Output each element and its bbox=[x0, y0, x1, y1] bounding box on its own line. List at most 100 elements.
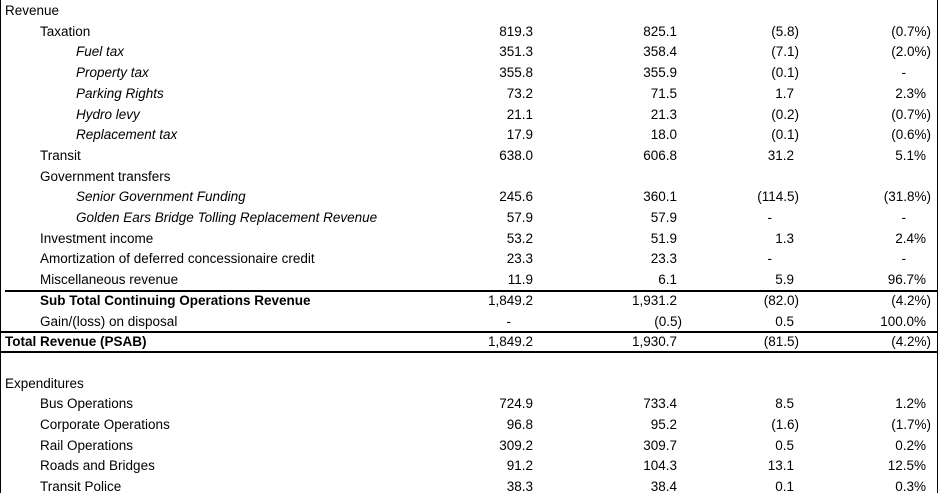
row-label: Rail Operations bbox=[40, 437, 134, 453]
row-label: Corporate Operations bbox=[40, 417, 170, 432]
cell-value: 355.9 bbox=[643, 65, 677, 81]
row-label: Sub Total Continuing Operations Revenue bbox=[40, 292, 311, 308]
cell-value: 38.3 bbox=[506, 479, 533, 493]
cell-value: 309.7 bbox=[643, 437, 677, 453]
total-rule bbox=[0, 331, 937, 334]
table-row: Expenditures bbox=[0, 374, 937, 394]
cell-value: (1.7%) bbox=[891, 417, 931, 432]
cell-value: 2.3% bbox=[895, 85, 926, 101]
row-label: Bus Operations bbox=[40, 396, 134, 412]
row-label: Senior Government Funding bbox=[76, 189, 246, 205]
cell-value: 23.3 bbox=[506, 251, 533, 267]
table-row: Property tax 355.8 355.9 (0.1) - bbox=[0, 63, 937, 83]
cell-value: 351.3 bbox=[499, 44, 533, 60]
cell-value: (0.6%) bbox=[891, 127, 931, 143]
row-label: Gain/(loss) on disposal bbox=[40, 313, 178, 329]
table-row: Fuel tax 351.3 358.4 (7.1) (2.0%) bbox=[0, 42, 937, 62]
row-label: Taxation bbox=[40, 23, 91, 39]
cell-value: 1,931.2 bbox=[631, 292, 677, 308]
cell-value: 17.9 bbox=[506, 127, 533, 143]
cell-value: 71.5 bbox=[650, 85, 677, 101]
row-label: Miscellaneous revenue bbox=[40, 272, 179, 288]
cell-value: 355.8 bbox=[499, 65, 533, 81]
row-label: Property tax bbox=[76, 65, 149, 81]
cell-value: (2.0%) bbox=[891, 44, 931, 60]
cell-value: 733.4 bbox=[643, 396, 677, 412]
cell-value: (0.7%) bbox=[891, 106, 931, 122]
cell-value: 0.5 bbox=[775, 313, 794, 329]
table-row: Rail Operations 309.2 309.7 0.5 0.2% bbox=[0, 436, 937, 456]
cell-value: (5.8) bbox=[771, 23, 799, 39]
table-row: Amortization of deferred concessionaire … bbox=[0, 249, 937, 269]
row-label: Transit bbox=[40, 147, 81, 163]
row-label: Revenue bbox=[5, 3, 60, 18]
row-label: Expenditures bbox=[5, 375, 84, 391]
cell-value: 0.1 bbox=[775, 479, 794, 493]
cell-value: 57.9 bbox=[650, 210, 677, 225]
cell-value: 31.2 bbox=[767, 147, 794, 163]
table-row: Taxation 819.3 825.1 (5.8) (0.7%) bbox=[0, 22, 937, 42]
subtotal-rule bbox=[5, 289, 937, 292]
table-row: Transit Police 38.3 38.4 0.1 0.3% bbox=[0, 477, 937, 493]
row-label: Hydro levy bbox=[76, 106, 140, 122]
cell-value: (31.8%) bbox=[883, 189, 931, 205]
cell-value: 38.4 bbox=[650, 479, 677, 493]
table-row: Golden Ears Bridge Tolling Replacement R… bbox=[0, 208, 937, 228]
left-border bbox=[0, 0, 1, 493]
cell-value: 606.8 bbox=[643, 147, 677, 163]
table-row: Sub Total Continuing Operations Revenue 1… bbox=[0, 289, 937, 311]
total-rule bbox=[0, 351, 937, 354]
row-label: Replacement tax bbox=[76, 127, 178, 143]
row-label: Investment income bbox=[40, 230, 154, 246]
cell-value: 18.0 bbox=[650, 127, 677, 143]
cell-value: 23.3 bbox=[650, 251, 677, 267]
row-label: Roads and Bridges bbox=[40, 458, 155, 474]
cell-value: - bbox=[901, 251, 907, 267]
cell-value: 21.1 bbox=[506, 106, 533, 122]
cell-value: 11.9 bbox=[507, 272, 533, 288]
table-row: Replacement tax 17.9 18.0 (0.1) (0.6%) bbox=[0, 125, 937, 145]
cell-value: 1,849.2 bbox=[487, 334, 533, 350]
table-row: Government transfers bbox=[0, 167, 937, 187]
cell-value: - bbox=[767, 210, 773, 225]
row-label: Golden Ears Bridge Tolling Replacement R… bbox=[76, 210, 378, 225]
cell-value: 1,930.7 bbox=[631, 334, 677, 350]
table-row: Transit 638.0 606.8 31.2 5.1% bbox=[0, 146, 937, 166]
cell-value: 57.9 bbox=[506, 210, 533, 225]
cell-value: (7.1) bbox=[771, 44, 799, 60]
cell-value: 245.6 bbox=[499, 189, 533, 205]
cell-value: 819.3 bbox=[499, 23, 533, 39]
cell-value: 8.5 bbox=[775, 396, 794, 412]
cell-value: 5.9 bbox=[775, 272, 794, 288]
cell-value: 2.4% bbox=[895, 230, 926, 246]
table-row: Miscellaneous revenue 11.9 6.1 5.9 96.7% bbox=[0, 270, 937, 290]
cell-value: 1.7 bbox=[775, 85, 794, 101]
cell-value: 51.9 bbox=[650, 230, 677, 246]
table-row: Hydro levy 21.1 21.3 (0.2) (0.7%) bbox=[0, 105, 937, 125]
row-label: Fuel tax bbox=[76, 44, 125, 60]
table-row: Parking Rights 73.2 71.5 1.7 2.3% bbox=[0, 84, 937, 104]
cell-value: 638.0 bbox=[499, 147, 533, 163]
cell-value: 309.2 bbox=[499, 437, 533, 453]
cell-value: (4.2%) bbox=[891, 334, 931, 350]
table-row: Total Revenue (PSAB) 1,849.2 1,930.7 (81.5)… bbox=[0, 331, 937, 354]
cell-value: 95.2 bbox=[650, 417, 677, 432]
cell-value: 724.9 bbox=[499, 396, 533, 412]
cell-value: 360.1 bbox=[643, 189, 677, 205]
cell-value: (0.1) bbox=[771, 65, 799, 81]
cell-value: (81.5) bbox=[763, 334, 799, 350]
cell-value: (0.1) bbox=[771, 127, 799, 143]
row-label: Amortization of deferred concessionaire … bbox=[40, 251, 315, 267]
cell-value: (114.5) bbox=[757, 189, 799, 205]
table-row: Bus Operations 724.9 733.4 8.5 1.2% bbox=[0, 394, 937, 414]
table-row: Senior Government Funding 245.6 360.1 (114.… bbox=[0, 187, 937, 207]
table-row: Corporate Operations 96.8 95.2 (1.6) (1.7%) bbox=[0, 415, 937, 435]
row-label: Parking Rights bbox=[76, 85, 164, 101]
table-row: Roads and Bridges 91.2 104.3 13.1 12.5% bbox=[0, 456, 937, 476]
cell-value: 53.2 bbox=[506, 230, 533, 246]
cell-value: 825.1 bbox=[643, 23, 677, 39]
cell-value: - bbox=[901, 65, 907, 81]
cell-value: 73.2 bbox=[506, 85, 533, 101]
cell-value: (82.0) bbox=[763, 292, 799, 308]
cell-value: 5.1% bbox=[895, 147, 926, 163]
